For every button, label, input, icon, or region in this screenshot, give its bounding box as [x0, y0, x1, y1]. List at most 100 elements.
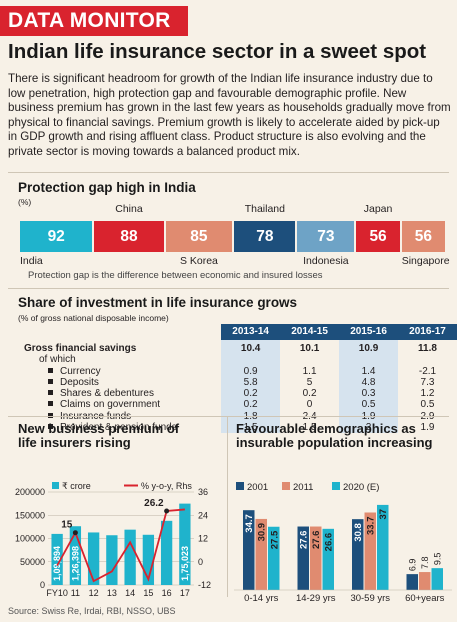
gap-label-singapore: Singapore: [401, 255, 450, 267]
x-tick: 30-59 yrs: [350, 593, 390, 604]
table-cell: 0.3: [339, 388, 399, 400]
table-cell: 5: [306, 376, 313, 388]
gap-bar-japan: 56: [356, 221, 400, 252]
gap-bar-s-korea: 85: [165, 221, 233, 252]
bullet-square-icon: [48, 390, 53, 396]
gap-label-japan: Japan: [363, 203, 393, 215]
gap-bar-indonesia: 73: [297, 221, 355, 252]
table-cell: 10.4: [221, 340, 281, 355]
demographic-bar: [352, 519, 364, 590]
section-divider: [8, 416, 449, 417]
legend-label-line: % y-o-y, Rhs: [141, 481, 192, 491]
x-tick: 14-29 yrs: [296, 593, 336, 604]
y-left-tick: 150000: [15, 510, 45, 520]
table-cell: 0.2: [221, 388, 281, 400]
x-tick: 12: [89, 588, 99, 598]
table-cell: [221, 354, 281, 366]
bullet-square-icon: [48, 378, 53, 384]
legend-swatch-bar: [52, 482, 59, 489]
row-label: of which: [39, 354, 76, 366]
table-cell: 7.3: [420, 376, 435, 388]
gap-bar-china: 88: [94, 221, 164, 252]
demographic-bar-label: 33.7: [366, 516, 377, 535]
investment-table: 2013-14 2014-15 2015-16 2016-17 Gross financ…: [21, 324, 457, 434]
bullet-square-icon: [48, 401, 53, 407]
x-tick: FY10: [46, 588, 68, 598]
column-header: 2013-14: [221, 324, 281, 340]
y-left-tick: 200000: [15, 487, 45, 497]
table-cell: 4.8: [339, 376, 399, 389]
demographic-bar: [255, 518, 267, 590]
page-headline: Indian life insurance sector in a sweet …: [8, 40, 427, 63]
table-cell: [339, 354, 399, 366]
brand-banner: DATA MONITOR: [0, 6, 188, 36]
y-right-tick: 24: [198, 510, 208, 520]
x-tick: 13: [107, 588, 117, 598]
premium-bar-label: 1,75,023: [180, 546, 190, 581]
demographic-bar: [310, 526, 322, 590]
demographics-title-line1: Favourable demographics as: [236, 421, 416, 436]
row-label: Gross financial savings: [24, 343, 137, 354]
demographic-bar-label: 30.9: [257, 523, 268, 542]
demographic-bar-label: 27.6: [311, 531, 322, 550]
investment-unit: (% of gross national disposable income): [18, 313, 169, 323]
table-row: of which: [21, 354, 457, 366]
premium-title-line2: life insurers rising: [18, 435, 131, 450]
yoy-label: 15: [61, 520, 73, 531]
protection-gap-note: Protection gap is the difference between…: [28, 270, 323, 281]
legend-label-bar: ₹ crore: [62, 481, 91, 491]
gap-bar-thailand: 78: [234, 221, 296, 252]
investment-title: Share of investment in life insurance gr…: [18, 295, 298, 310]
x-tick: 60+years: [405, 593, 445, 604]
protection-gap-title: Protection gap high in India: [18, 180, 196, 195]
intro-paragraph: There is significant headroom for growth…: [8, 72, 451, 158]
table-cell: 0.2: [221, 399, 281, 411]
table-cell: 5.8: [221, 376, 281, 389]
column-header: 2015-16: [339, 324, 399, 340]
y-right-tick: -12: [198, 580, 211, 590]
section-divider: [8, 172, 449, 173]
yoy-label: 26.2: [144, 498, 164, 509]
table-cell: 2: [339, 422, 399, 434]
source-note: Source: Swiss Re, Irdai, RBI, NSSO, UBS: [8, 606, 176, 616]
table-cell: 1.9: [420, 422, 435, 434]
demographic-bar: [377, 504, 389, 590]
premium-title: New business premium of life insurers ri…: [18, 422, 179, 450]
table-row: Deposits 5.8 5 4.8 7.3: [21, 376, 457, 389]
table-row: Provident & pension funds 1.5 1.5 2 1.9: [21, 422, 457, 434]
x-tick: 14: [125, 588, 135, 598]
demographic-bar-label: 27.5: [269, 530, 280, 549]
table-cell: 11.8: [418, 343, 437, 354]
column-header: 2014-15: [280, 324, 340, 340]
demographic-bar: [243, 510, 255, 590]
demographic-bar-label: 27.6: [299, 531, 310, 550]
table-cell: [280, 354, 339, 365]
y-right-tick: 0: [198, 557, 203, 567]
bullet-square-icon: [48, 412, 53, 418]
y-right-tick: 12: [198, 534, 208, 544]
demographic-bar-label: 30.8: [353, 523, 364, 542]
yoy-marker: [72, 530, 78, 536]
table-cell: 1.5: [302, 422, 317, 434]
premium-bar: [51, 533, 63, 585]
table-cell: 1.2: [420, 388, 435, 400]
demographic-bar: [322, 528, 334, 590]
x-tick: 15: [143, 588, 153, 598]
premium-bar: [87, 532, 100, 585]
row-label: Deposits: [21, 377, 221, 388]
table-cell: 10.1: [299, 343, 320, 354]
premium-bar: [179, 503, 191, 585]
column-header: 2016-17: [398, 324, 457, 340]
table-cell: 1.5: [221, 422, 281, 434]
table-row: Claims on government 0.2 0 0.5 0.5: [21, 399, 457, 411]
section-divider: [8, 288, 449, 289]
legend-label-2020-e: 2020 (E): [343, 482, 379, 493]
table-cell: -2.1: [418, 365, 437, 377]
gap-bar-india: 92: [20, 221, 93, 252]
bullet-square-icon: [48, 424, 53, 430]
demographic-bar-label: 37: [378, 509, 389, 520]
table-cell: 0.5: [420, 399, 435, 411]
gap-label-india: India: [20, 255, 43, 267]
demographic-bar-label: 34.7: [244, 514, 255, 533]
